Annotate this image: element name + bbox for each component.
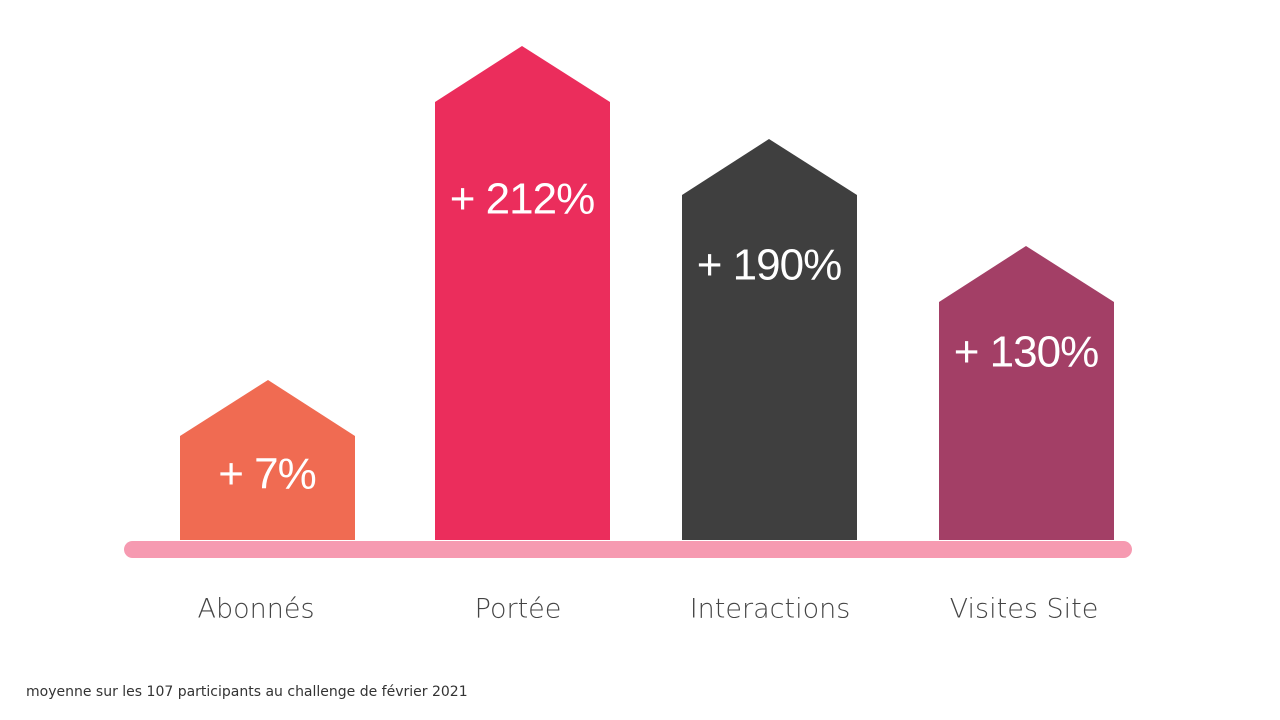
category-label: Abonnés bbox=[197, 594, 314, 625]
value-label: + 190% bbox=[697, 241, 841, 290]
category-label: Visites Site bbox=[950, 594, 1099, 625]
value-label: + 130% bbox=[954, 328, 1098, 377]
bar-shape bbox=[435, 46, 610, 540]
bar-shape bbox=[939, 246, 1114, 540]
category-label: Portée bbox=[475, 594, 562, 625]
value-label: + 7% bbox=[218, 450, 316, 499]
bar-shape bbox=[682, 139, 857, 540]
footnote: moyenne sur les 107 participants au chal… bbox=[26, 684, 468, 700]
value-label: + 212% bbox=[450, 175, 594, 224]
category-label: Interactions bbox=[690, 594, 851, 625]
baseline bbox=[124, 541, 1132, 558]
bar-shape bbox=[180, 380, 355, 540]
